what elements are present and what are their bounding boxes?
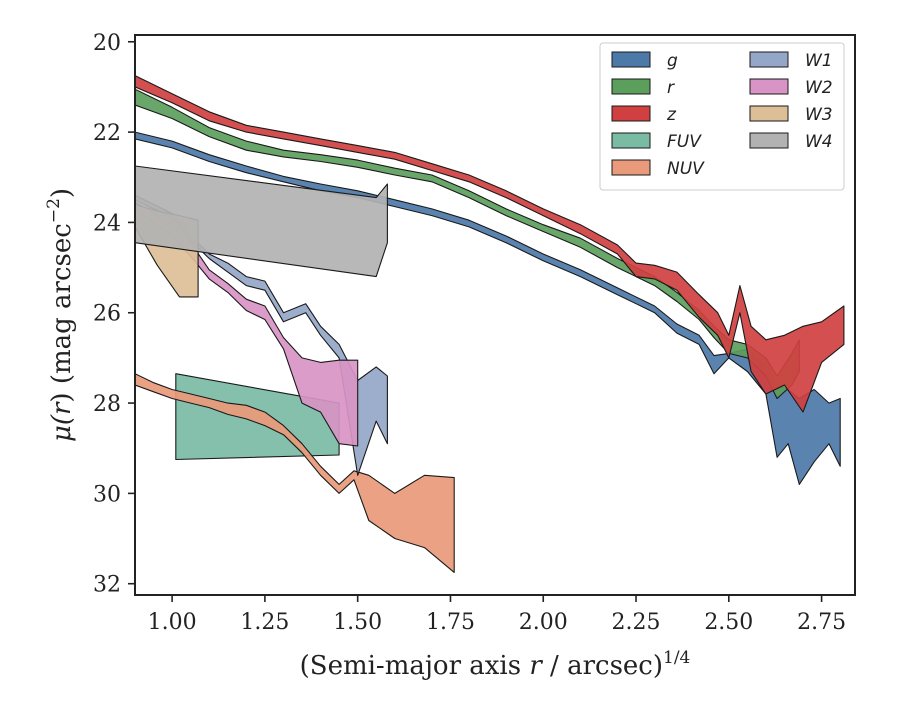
y-tick-label: 26 [93, 302, 121, 327]
x-axis-title-exponent: 1/4 [663, 648, 690, 668]
y-tick-label: 28 [93, 392, 121, 417]
y-axis-title-mu: μ( [47, 414, 77, 442]
legend-label-fuv: FUV [667, 132, 702, 152]
legend: grz FUV NUV W1 W2 W3 W4 [599, 42, 845, 191]
legend-label-w4: W4 [805, 132, 833, 152]
y-tick-label: 30 [93, 482, 121, 507]
legend-swatch-w2 [749, 78, 789, 95]
legend-label-z: z [666, 105, 677, 125]
y-tick-label: 24 [93, 211, 121, 236]
x-axis-title-rest: / arcsec) [542, 651, 663, 681]
x-axis-title-var: r [529, 651, 543, 681]
legend-swatch-z [611, 105, 651, 122]
x-tick-label: 1.25 [240, 610, 289, 635]
legend-swatch-fuv [611, 132, 651, 149]
y-axis-title-var: r [47, 401, 77, 415]
band-w2 [135, 201, 359, 447]
y-axis-title: μ(r) (mag arcsec−2) [44, 188, 77, 442]
x-tick-label: 2.75 [797, 610, 846, 635]
legend-label-w3: W3 [805, 105, 833, 125]
x-tick-label: 1.50 [333, 610, 382, 635]
legend-label-nuv: NUV [667, 159, 705, 179]
x-tick-label: 2.50 [704, 610, 753, 635]
band-w1 [135, 194, 388, 476]
x-tick-label: 1.75 [426, 610, 475, 635]
legend-swatch-nuv [611, 159, 651, 176]
legend-swatch-w4 [749, 132, 789, 149]
plot-frame [134, 34, 856, 596]
y-axis-title-mid: ) (mag arcsec [47, 223, 77, 402]
x-tick-label: 2.00 [519, 610, 568, 635]
legend-label-w2: W2 [805, 78, 833, 98]
y-axis-title-exponent: −2 [44, 198, 64, 223]
x-tick-label: 1.00 [148, 610, 197, 635]
legend-swatch-g [611, 51, 651, 68]
band-g [135, 131, 841, 485]
x-axis-ticks: 1.00 1.25 1.50 1.75 2.00 2.25 2.50 2.75 [148, 595, 846, 635]
y-tick-label: 22 [93, 121, 121, 146]
x-axis-title-main: (Semi-major axis [300, 651, 530, 681]
band-w4 [135, 165, 388, 278]
legend-label-g: g [667, 51, 678, 71]
legend-swatch-r [611, 78, 651, 95]
band-nuv [135, 373, 455, 573]
y-tick-label: 20 [93, 31, 121, 56]
x-tick-label: 2.25 [612, 610, 661, 635]
bands-layer [135, 75, 845, 573]
band-z [135, 75, 845, 413]
y-axis-title-end: ) [47, 188, 77, 198]
x-axis-title: (Semi-major axis r / arcsec)1/4 [300, 648, 691, 681]
legend-label-r: r [667, 78, 675, 98]
y-axis-ticks: 20 22 24 26 28 30 32 [93, 31, 135, 598]
y-tick-label: 32 [93, 573, 121, 598]
legend-swatch-w3 [749, 105, 789, 122]
legend-label-w1: W1 [805, 51, 833, 71]
legend-swatch-w1 [749, 51, 789, 68]
